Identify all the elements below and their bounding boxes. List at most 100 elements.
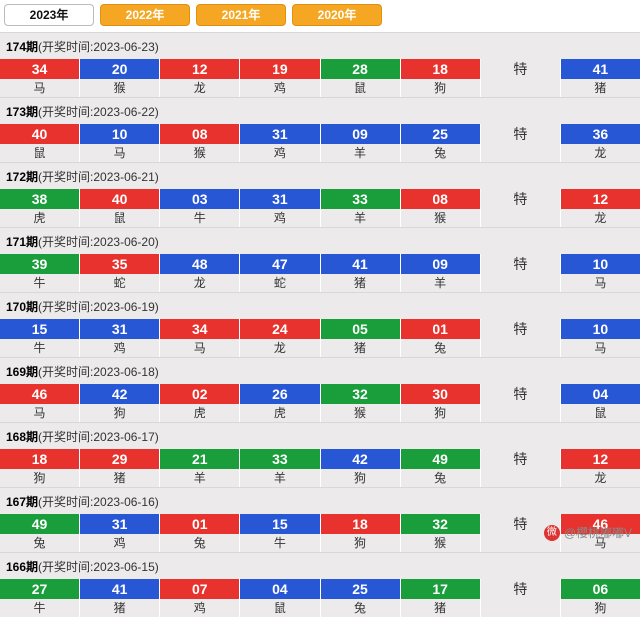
number-row: 182921334249特12 bbox=[0, 449, 640, 469]
draw-date: 2023-06-22 bbox=[93, 105, 154, 119]
special-marker-cell: 特 bbox=[481, 124, 561, 144]
zodiac-cell: 牛 bbox=[240, 534, 320, 552]
ball-cell: 20 bbox=[80, 59, 160, 79]
zodiac-label: 羊 bbox=[240, 469, 319, 487]
special-marker: 特 bbox=[481, 384, 560, 404]
ball-cell: 42 bbox=[80, 384, 160, 404]
zodiac-label: 狗 bbox=[401, 404, 480, 422]
ball-cell: 41 bbox=[80, 579, 160, 599]
zodiac-cell: 羊 bbox=[321, 144, 401, 162]
zodiac-cell: 狗 bbox=[321, 534, 401, 552]
ball-number: 08 bbox=[401, 189, 480, 209]
empty-label bbox=[481, 79, 560, 97]
zodiac-cell: 猴 bbox=[321, 404, 401, 422]
zodiac-label: 猴 bbox=[321, 404, 400, 422]
ball-number: 12 bbox=[561, 449, 640, 469]
zodiac-label: 牛 bbox=[0, 274, 79, 292]
ball-cell: 12 bbox=[160, 59, 240, 79]
draw-date: 2023-06-23 bbox=[93, 40, 154, 54]
year-tab-1[interactable]: 2022年 bbox=[100, 4, 190, 26]
ball-cell: 26 bbox=[240, 384, 320, 404]
zodiac-label: 龙 bbox=[561, 209, 640, 227]
zodiac-cell: 虎 bbox=[160, 404, 240, 422]
ball-number: 03 bbox=[160, 189, 239, 209]
special-marker-label-cell bbox=[481, 209, 561, 227]
ball-number: 01 bbox=[401, 319, 480, 339]
period-header: 171期(开奖时间:2023-06-20) bbox=[0, 228, 640, 254]
year-tab-3[interactable]: 2020年 bbox=[292, 4, 382, 26]
ball-number: 25 bbox=[401, 124, 480, 144]
year-tab-0[interactable]: 2023年 bbox=[4, 4, 94, 26]
zodiac-label: 虎 bbox=[160, 404, 239, 422]
zodiac-row: 鼠马猴鸡羊兔龙 bbox=[0, 144, 640, 162]
ball-number: 07 bbox=[160, 579, 239, 599]
ball-number: 41 bbox=[561, 59, 640, 79]
ball-cell: 10 bbox=[80, 124, 160, 144]
zodiac-label: 龙 bbox=[561, 469, 640, 487]
zodiac-label: 虎 bbox=[240, 404, 319, 422]
ball-number: 10 bbox=[561, 254, 640, 274]
ball-number: 04 bbox=[240, 579, 319, 599]
period-header: 170期(开奖时间:2023-06-19) bbox=[0, 293, 640, 319]
zodiac-cell: 鸡 bbox=[80, 339, 160, 357]
ball-number: 04 bbox=[561, 384, 640, 404]
zodiac-label: 猴 bbox=[401, 209, 480, 227]
empty-label bbox=[481, 599, 560, 617]
zodiac-cell: 猴 bbox=[401, 534, 481, 552]
period-166期: 166期(开奖时间:2023-06-15)274107042517特06牛猪鸡鼠… bbox=[0, 552, 640, 617]
issue-number: 168期 bbox=[6, 430, 38, 444]
number-row: 384003313308特12 bbox=[0, 189, 640, 209]
zodiac-label: 马 bbox=[0, 404, 79, 422]
zodiac-label: 猴 bbox=[401, 534, 480, 552]
ball-cell: 34 bbox=[0, 59, 80, 79]
zodiac-label: 羊 bbox=[321, 144, 400, 162]
zodiac-label: 兔 bbox=[401, 144, 480, 162]
ball-number: 25 bbox=[321, 579, 400, 599]
special-marker-label-cell bbox=[481, 339, 561, 357]
zodiac-cell: 牛 bbox=[0, 274, 80, 292]
draw-date: 2023-06-20 bbox=[93, 235, 154, 249]
ball-cell: 30 bbox=[401, 384, 481, 404]
ball-number: 48 bbox=[160, 254, 239, 274]
empty-label bbox=[481, 209, 560, 227]
zodiac-label: 兔 bbox=[0, 534, 79, 552]
year-tab-2[interactable]: 2021年 bbox=[196, 4, 286, 26]
ball-cell: 09 bbox=[401, 254, 481, 274]
zodiac-cell: 蛇 bbox=[240, 274, 320, 292]
ball-cell: 31 bbox=[80, 514, 160, 534]
ball-number: 28 bbox=[321, 59, 400, 79]
special-marker-label-cell bbox=[481, 274, 561, 292]
zodiac-label: 鸡 bbox=[240, 209, 319, 227]
period-174期: 174期(开奖时间:2023-06-23)342012192818特41马猴龙鸡… bbox=[0, 32, 640, 97]
zodiac-cell: 狗 bbox=[401, 79, 481, 97]
ball-number: 21 bbox=[160, 449, 239, 469]
hdr-prefix: (开奖时间: bbox=[38, 300, 93, 314]
zodiac-row: 虎鼠牛鸡羊猴龙 bbox=[0, 209, 640, 227]
ball-cell: 46 bbox=[0, 384, 80, 404]
zodiac-label: 狗 bbox=[80, 404, 159, 422]
special-marker: 特 bbox=[481, 189, 560, 209]
period-header: 173期(开奖时间:2023-06-22) bbox=[0, 98, 640, 124]
period-header: 169期(开奖时间:2023-06-18) bbox=[0, 358, 640, 384]
ball-number: 31 bbox=[240, 124, 319, 144]
zodiac-label: 牛 bbox=[240, 534, 319, 552]
number-row: 274107042517特06 bbox=[0, 579, 640, 599]
issue-number: 171期 bbox=[6, 235, 38, 249]
zodiac-label: 蛇 bbox=[240, 274, 319, 292]
zodiac-label: 狗 bbox=[321, 469, 400, 487]
zodiac-cell: 鸡 bbox=[80, 534, 160, 552]
zodiac-label: 猴 bbox=[80, 79, 159, 97]
ball-number: 08 bbox=[160, 124, 239, 144]
ball-cell: 36 bbox=[561, 124, 640, 144]
year-tabs: 2023年 2022年 2021年 2020年 bbox=[0, 0, 640, 32]
empty-label bbox=[481, 469, 560, 487]
zodiac-cell: 龙 bbox=[240, 339, 320, 357]
ball-cell: 15 bbox=[240, 514, 320, 534]
zodiac-label: 狗 bbox=[561, 599, 640, 617]
draw-date: 2023-06-18 bbox=[93, 365, 154, 379]
hdr-suffix: ) bbox=[155, 495, 159, 509]
ball-cell: 31 bbox=[240, 124, 320, 144]
zodiac-cell: 猴 bbox=[401, 209, 481, 227]
zodiac-cell: 兔 bbox=[321, 599, 401, 617]
zodiac-label: 马 bbox=[80, 144, 159, 162]
